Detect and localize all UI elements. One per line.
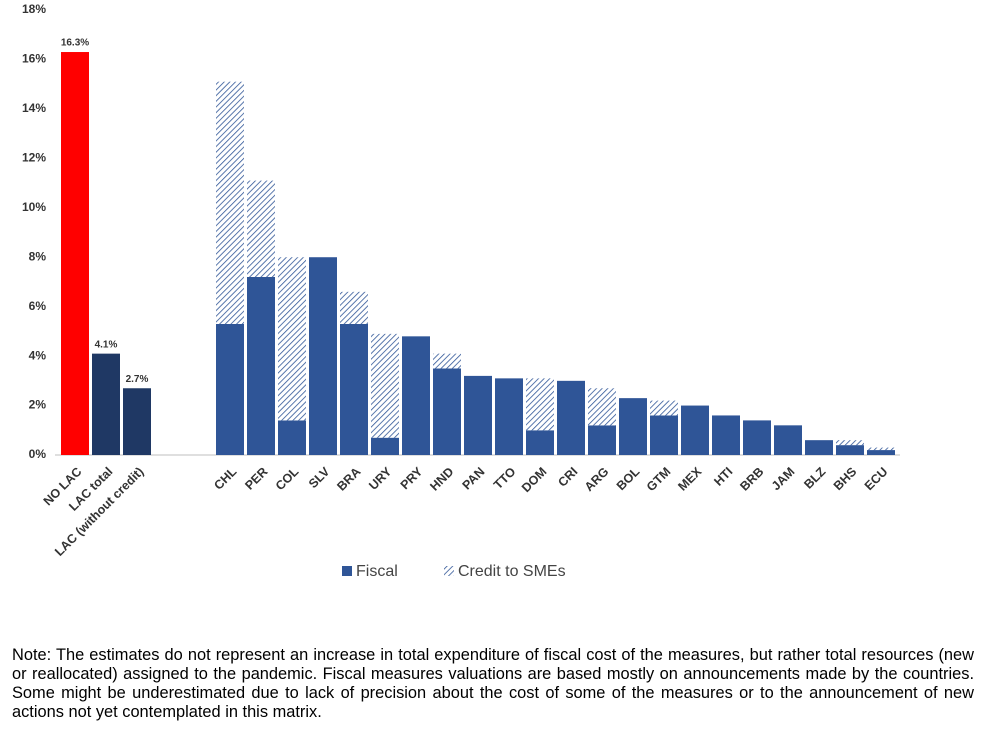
x-tick-label: BHS xyxy=(831,465,860,494)
legend-swatch xyxy=(444,566,454,576)
x-tick-label: CRI xyxy=(555,465,580,490)
x-tick-label: SLV xyxy=(306,464,333,491)
bar xyxy=(526,430,554,455)
bar xyxy=(433,368,461,455)
bar xyxy=(216,81,244,324)
bar xyxy=(836,440,864,446)
bar xyxy=(743,420,771,455)
x-tick-label: COL xyxy=(273,464,302,493)
bar xyxy=(123,388,151,455)
bar xyxy=(588,388,616,426)
y-tick-label: 18% xyxy=(22,2,46,16)
bar xyxy=(774,425,802,455)
note: Note: The estimates do not represent an … xyxy=(12,646,974,721)
bar xyxy=(247,180,275,277)
bar xyxy=(836,445,864,455)
x-tick-label: BRA xyxy=(334,465,363,494)
x-tick-label: HTI xyxy=(711,465,735,489)
x-tick-label: HND xyxy=(427,465,456,494)
y-tick-label: 2% xyxy=(29,398,47,412)
data-label: 16.3% xyxy=(61,38,89,49)
x-tick-label: URY xyxy=(366,464,395,493)
x-tick-label: ECU xyxy=(862,465,891,494)
chart: 0%2%4%6%8%10%12%14%16%18%16.3%NO LAC4.1%… xyxy=(22,2,900,580)
bar xyxy=(805,440,833,455)
x-tick-label: BOL xyxy=(614,464,643,493)
y-tick-label: 14% xyxy=(22,101,46,115)
bar xyxy=(464,375,492,455)
y-tick-label: 0% xyxy=(29,447,47,461)
data-label: 2.7% xyxy=(126,374,149,385)
bar xyxy=(340,291,368,324)
x-tick-label: CHL xyxy=(211,464,239,492)
bar xyxy=(61,52,89,456)
y-tick-label: 6% xyxy=(29,299,47,313)
bar xyxy=(650,400,678,416)
y-tick-label: 12% xyxy=(22,151,46,165)
bar xyxy=(588,425,616,455)
y-tick-label: 10% xyxy=(22,200,46,214)
bar xyxy=(247,277,275,455)
x-tick-label: JAM xyxy=(769,465,798,494)
bar xyxy=(867,447,895,451)
bar xyxy=(712,415,740,455)
x-tick-label: TTO xyxy=(491,464,519,492)
x-tick-label: BRB xyxy=(737,465,766,494)
bar xyxy=(433,353,461,369)
bar xyxy=(340,323,368,455)
bar xyxy=(650,415,678,455)
bar xyxy=(867,450,895,455)
legend-swatch xyxy=(342,566,352,576)
bar xyxy=(216,323,244,455)
y-tick-label: 16% xyxy=(22,52,46,66)
bar xyxy=(526,378,554,431)
x-tick-label: ARG xyxy=(582,465,612,495)
x-tick-label: MEX xyxy=(675,464,705,494)
bar xyxy=(619,398,647,455)
bar xyxy=(371,437,399,455)
y-tick-label: 4% xyxy=(29,348,47,362)
data-label: 4.1% xyxy=(95,339,118,350)
legend-label: Credit to SMEs xyxy=(458,563,566,580)
bar xyxy=(278,420,306,455)
bar xyxy=(681,405,709,455)
bar xyxy=(557,380,585,455)
bar xyxy=(371,333,399,438)
bar xyxy=(495,378,523,455)
x-tick-label: BLZ xyxy=(801,464,828,491)
x-tick-label: PER xyxy=(242,465,270,493)
bar xyxy=(278,257,306,421)
bar xyxy=(402,336,430,455)
bar xyxy=(92,353,120,455)
y-tick-label: 8% xyxy=(29,249,47,263)
legend-label: Fiscal xyxy=(356,563,398,580)
bar xyxy=(309,257,337,455)
x-tick-label: PAN xyxy=(460,465,488,493)
x-tick-label: GTM xyxy=(644,465,674,495)
x-tick-label: DOM xyxy=(519,465,550,496)
x-tick-label: PRY xyxy=(398,464,426,492)
